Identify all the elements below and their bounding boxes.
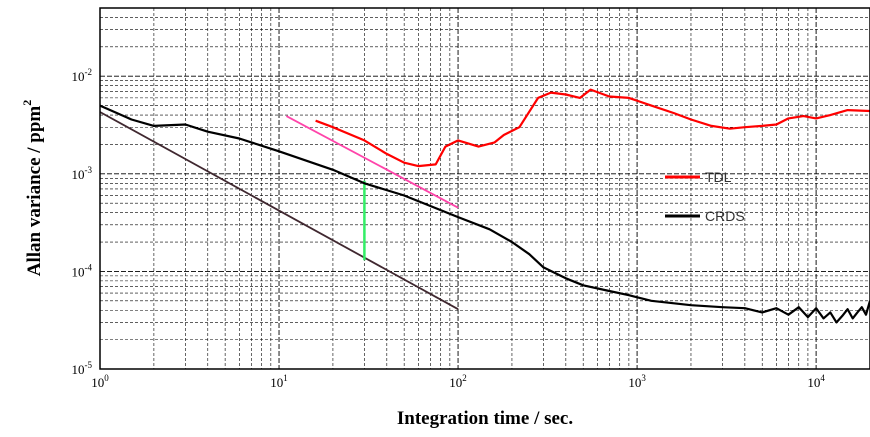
legend-label-tdl: TDL xyxy=(705,169,732,185)
y-axis-title-exponent: 2 xyxy=(20,100,34,106)
tick-base: 10 xyxy=(72,264,85,279)
x-tick-label: 104 xyxy=(807,373,825,390)
tick-exponent: -5 xyxy=(85,360,93,370)
tick-exponent: 3 xyxy=(641,373,646,383)
tick-base: 10 xyxy=(270,375,283,390)
tick-base: 10 xyxy=(72,167,85,182)
tick-base: 10 xyxy=(91,375,104,390)
tick-base: 10 xyxy=(807,375,820,390)
x-tick-label: 100 xyxy=(91,373,109,390)
tick-exponent: 4 xyxy=(820,373,825,383)
y-axis-title-text: Allan variance / ppm xyxy=(24,106,45,277)
y-tick-label: 10-2 xyxy=(72,67,93,84)
legend-label-crds: CRDS xyxy=(705,208,745,224)
y-tick-label: 10-4 xyxy=(72,262,93,279)
reference-line-2 xyxy=(285,115,459,209)
series-line-tdl xyxy=(315,88,870,168)
tick-exponent: 2 xyxy=(462,373,467,383)
x-tick-label: 102 xyxy=(449,373,467,390)
plot-lines xyxy=(99,88,870,324)
x-tick-label: 103 xyxy=(628,373,646,390)
series-line-crds xyxy=(99,104,870,324)
y-tick-labels: 10-510-410-310-2 xyxy=(72,67,93,377)
tick-exponent: 1 xyxy=(283,373,288,383)
x-tick-labels: 100 101 102 103 104 xyxy=(91,373,825,390)
x-tick-label: 101 xyxy=(270,373,288,390)
y-axis-title: Allan variance / ppm2 xyxy=(20,100,45,276)
tick-base: 10 xyxy=(449,375,462,390)
tick-base: 10 xyxy=(628,375,641,390)
tick-exponent: 0 xyxy=(104,373,109,383)
plot-frame xyxy=(99,7,870,370)
y-tick-label: 10-5 xyxy=(72,360,93,377)
y-tick-label: 10-3 xyxy=(72,165,93,182)
reference-line-1 xyxy=(99,111,459,310)
tick-exponent: -4 xyxy=(85,262,93,272)
x-axis-title: Integration time / sec. xyxy=(397,408,573,429)
tick-base: 10 xyxy=(72,69,85,84)
tick-exponent: -2 xyxy=(85,67,93,77)
tick-exponent: -3 xyxy=(85,165,93,175)
tick-base: 10 xyxy=(72,362,85,377)
